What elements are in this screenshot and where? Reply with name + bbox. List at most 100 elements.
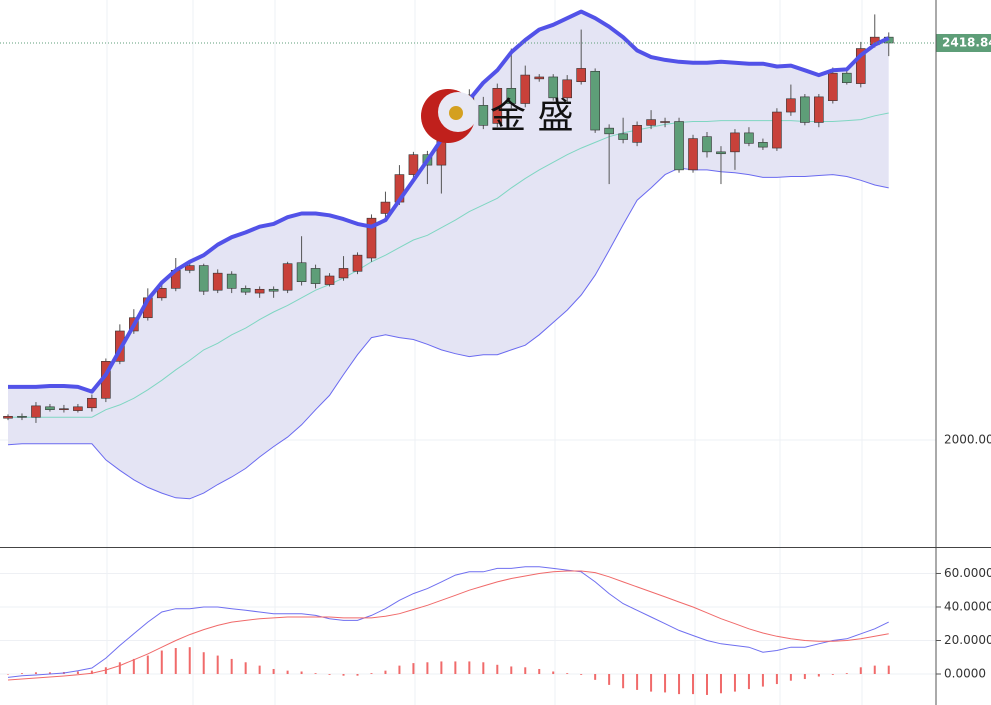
histogram-bar: [398, 665, 401, 675]
histogram-bar: [552, 671, 555, 675]
candle-body: [212, 272, 223, 291]
histogram-bar: [286, 670, 289, 675]
histogram-bar: [594, 674, 597, 680]
y-tick-label: 60.0000: [944, 566, 991, 580]
band-fill: [8, 11, 889, 499]
histogram-bar: [328, 674, 331, 675]
histogram-bar: [174, 648, 177, 675]
histogram-bar: [188, 647, 191, 675]
candle-body: [254, 288, 265, 294]
candle-body: [352, 254, 363, 272]
candle-body: [520, 74, 531, 104]
candle-body: [184, 265, 195, 271]
candle-body: [198, 265, 209, 292]
candle-body: [548, 76, 559, 99]
histogram-bar: [76, 671, 79, 675]
candle-body: [632, 125, 642, 143]
watermark-logo: [421, 89, 478, 143]
histogram-bar: [524, 667, 527, 675]
histogram-bar: [146, 655, 149, 675]
histogram-bar: [272, 668, 275, 675]
candle-body: [3, 415, 13, 419]
candle-body: [226, 273, 237, 289]
macd-panel: 0.0000 20.0000 40.0000 60.0000: [0, 566, 991, 695]
histogram-bar: [258, 665, 261, 675]
histogram-bar: [859, 667, 862, 675]
candle-body: [534, 76, 545, 80]
candle-body: [366, 217, 377, 259]
histogram-bar: [314, 673, 317, 675]
histogram-bar: [664, 674, 667, 693]
candle-body: [730, 132, 740, 153]
histogram-bar: [636, 674, 639, 690]
candle-body: [59, 408, 69, 411]
histogram-bar: [454, 661, 457, 675]
candle-body: [800, 96, 810, 123]
histogram-bar: [873, 665, 876, 675]
histogram-bar: [370, 673, 373, 675]
band-lower: [7, 167, 889, 500]
histogram-bar: [803, 674, 806, 680]
histogram-bar: [622, 674, 625, 689]
price-panel: 2000.00 2418.84: [0, 9, 991, 500]
histogram-bar: [650, 674, 653, 692]
candle-body: [240, 288, 251, 293]
candle-body: [380, 201, 391, 214]
candle-body: [17, 415, 27, 418]
last-price-label: 2418.84: [942, 35, 991, 49]
histogram-bar: [244, 662, 247, 675]
histogram-bar: [566, 673, 569, 675]
histogram-bar: [7, 674, 9, 675]
histogram-bar: [733, 674, 736, 692]
histogram-bar: [789, 674, 792, 681]
candle-body: [562, 79, 573, 99]
histogram-bar: [678, 674, 681, 695]
macd-line: [7, 566, 889, 678]
histogram-bar: [34, 672, 37, 675]
candle-body: [576, 68, 586, 83]
candle-body: [646, 119, 656, 126]
histogram-bar: [356, 674, 359, 676]
candle-body: [828, 72, 838, 101]
candle-body: [492, 88, 503, 124]
histogram-bar: [831, 674, 834, 675]
histogram-bar: [342, 674, 345, 676]
candle-body: [618, 133, 628, 140]
candle-body: [758, 142, 768, 148]
histogram-bar: [775, 674, 778, 685]
histogram-bar: [412, 663, 415, 675]
y-tick-label: 0.0000: [944, 667, 986, 681]
histogram-bar: [510, 666, 513, 675]
histogram-bar: [230, 658, 233, 675]
candle-body: [296, 262, 307, 282]
histogram-bar: [132, 658, 135, 675]
candle-body: [338, 268, 349, 279]
candle-body: [688, 138, 698, 171]
candle-body: [590, 70, 600, 131]
watermark-text: 金 盛: [490, 96, 573, 137]
macd-line: [7, 570, 889, 681]
candle-body: [855, 48, 866, 84]
candle-body: [282, 263, 293, 291]
histogram-bar: [440, 661, 443, 675]
candle-body: [772, 111, 782, 149]
histogram-bar: [747, 674, 750, 690]
histogram-bar: [692, 674, 695, 695]
candle-body: [786, 98, 796, 113]
candle-body: [814, 96, 824, 123]
candle-body: [604, 127, 614, 135]
histogram-bar: [496, 664, 499, 675]
histogram-bar: [118, 662, 121, 675]
histogram-bar: [202, 652, 205, 675]
candle-body: [744, 132, 754, 144]
histogram-bar: [761, 674, 764, 687]
histogram-bar: [719, 674, 722, 694]
histogram-bar: [845, 673, 848, 675]
last-price-box: [936, 33, 991, 52]
candle-body: [310, 268, 321, 284]
candle-body: [408, 154, 419, 175]
y-tick-label: 20.0000: [944, 633, 991, 647]
candle-body: [31, 405, 41, 418]
histogram-bar: [817, 674, 820, 677]
